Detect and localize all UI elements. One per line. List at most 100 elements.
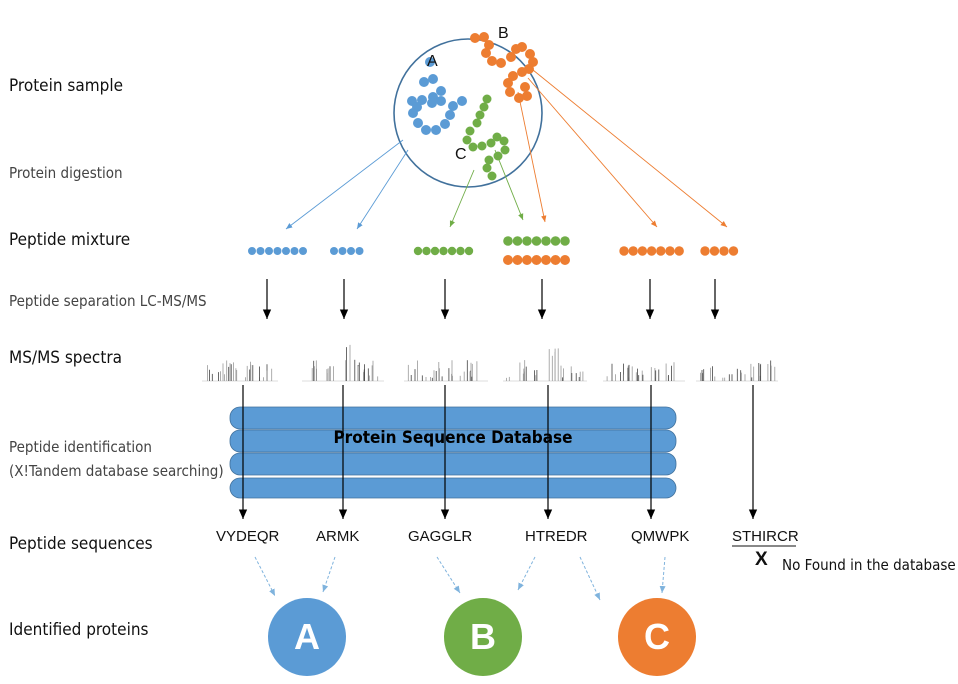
bead-protein-c (482, 163, 492, 173)
bead-protein-c (465, 126, 475, 136)
peptide-bead-blue (355, 247, 364, 255)
bead-protein-c (468, 142, 478, 152)
bead-protein-a (431, 125, 441, 135)
peptide-bead-blue (248, 247, 256, 255)
sequence-sthircr: STHIRCR (732, 528, 799, 545)
bead-protein-c (500, 145, 510, 155)
separation-arrows (262, 279, 720, 319)
database-title: Protein Sequence Database (333, 428, 573, 448)
bead-protein-b (470, 33, 480, 43)
peptide-bead-orange (674, 246, 684, 256)
peptide-bead-green (422, 246, 431, 256)
bead-protein-c (462, 135, 472, 145)
label-peptide-identification: Peptide identification (9, 438, 152, 456)
bead-protein-b (525, 49, 535, 59)
bead-protein-a (417, 95, 427, 105)
identified-protein-a: A (268, 598, 346, 676)
peptide-bead-orange (560, 255, 570, 265)
bead-protein-b (505, 87, 515, 97)
label-xtandem-search: (X!Tandem database searching) (9, 462, 224, 480)
peptide-bead-orange (728, 246, 739, 256)
bead-protein-b (517, 67, 527, 77)
bead-protein-b (506, 52, 516, 62)
bead-protein-a (413, 118, 423, 128)
peptide-bead-blue (290, 247, 299, 255)
peptide-bead-orange (719, 246, 729, 256)
bead-protein-b (496, 58, 506, 68)
bead-protein-c (499, 136, 509, 146)
label-protein-sample: Protein sample (9, 76, 124, 96)
bead-protein-a (408, 108, 418, 118)
peptide-bead-blue (330, 247, 338, 255)
peptide-mixture-beads (248, 236, 739, 265)
peptide-bead-green (560, 236, 570, 246)
bead-protein-c (482, 94, 492, 104)
bead-protein-b (508, 71, 518, 81)
peptide-bead-blue (347, 247, 355, 255)
peptide-bead-orange (646, 246, 657, 256)
label-msms-spectra: MS/MS spectra (9, 348, 122, 368)
peptide-bead-orange (709, 246, 720, 256)
identified-protein-b: B (444, 598, 522, 676)
peptide-bead-green (550, 236, 561, 246)
sample-protein-label-c: C (455, 146, 467, 163)
peptide-bead-orange (550, 255, 561, 265)
identification-arrows (238, 385, 758, 519)
bead-protein-a (448, 101, 458, 111)
peptide-bead-green (503, 236, 513, 246)
label-peptide-mixture: Peptide mixture (9, 230, 131, 250)
not-found-x-icon: X (755, 549, 768, 570)
peptide-bead-blue (256, 247, 265, 255)
peptide-bead-orange (531, 255, 542, 265)
peptide-bead-green (430, 246, 440, 256)
bead-protein-a (427, 98, 437, 108)
bead-protein-a (436, 96, 446, 106)
peptide-bead-green (464, 246, 474, 256)
peptide-bead-green (531, 236, 542, 246)
peptide-bead-blue (265, 247, 273, 255)
peptide-bead-orange (665, 246, 675, 256)
bead-protein-a (425, 57, 435, 67)
bead-protein-c (486, 138, 496, 148)
bead-protein-b (520, 82, 530, 92)
sample-protein-label-b: B (498, 25, 509, 42)
bead-protein-c (487, 171, 497, 181)
peptide-bead-green (447, 246, 457, 256)
peptide-bead-green (541, 236, 551, 246)
bead-protein-a (421, 125, 431, 135)
bead-protein-a (436, 86, 446, 96)
peptide-bead-green (439, 246, 448, 256)
peptide-bead-orange (700, 246, 710, 256)
bead-protein-c (475, 110, 485, 120)
bead-protein-a (457, 96, 467, 106)
sequence-qmwpk: QMWPK (631, 528, 690, 545)
bead-protein-b (487, 56, 497, 66)
peptide-bead-orange (637, 246, 648, 256)
peptide-bead-green (512, 236, 523, 246)
sequence-gagglr: GAGGLR (408, 528, 473, 545)
peptide-bead-blue (338, 247, 347, 255)
sequence-vydeqr: VYDEQR (216, 528, 280, 545)
bead-protein-c (492, 132, 502, 142)
identified-protein-c: C (618, 598, 696, 676)
bead-protein-b (517, 42, 527, 52)
bead-protein-b (479, 32, 489, 42)
label-protein-digestion: Protein digestion (9, 164, 123, 182)
bead-protein-c (477, 141, 487, 151)
bead-protein-a (428, 74, 438, 84)
label-peptide-sequences: Peptide sequences (9, 534, 153, 554)
bead-protein-c (472, 118, 482, 128)
bead-protein-b (503, 78, 513, 88)
sample-protein-label-a: A (427, 53, 438, 70)
protein-mapping-arrows (254, 556, 666, 601)
label-identified-proteins: Identified proteins (9, 620, 149, 640)
peptide-bead-green (413, 246, 423, 256)
peptide-bead-orange (541, 255, 551, 265)
bead-protein-b (484, 40, 494, 50)
bead-protein-b (522, 91, 532, 101)
bead-protein-a (440, 119, 450, 129)
peptide-bead-orange (512, 255, 523, 265)
sequence-htredr: HTREDR (525, 528, 588, 545)
bead-protein-b (481, 48, 491, 58)
